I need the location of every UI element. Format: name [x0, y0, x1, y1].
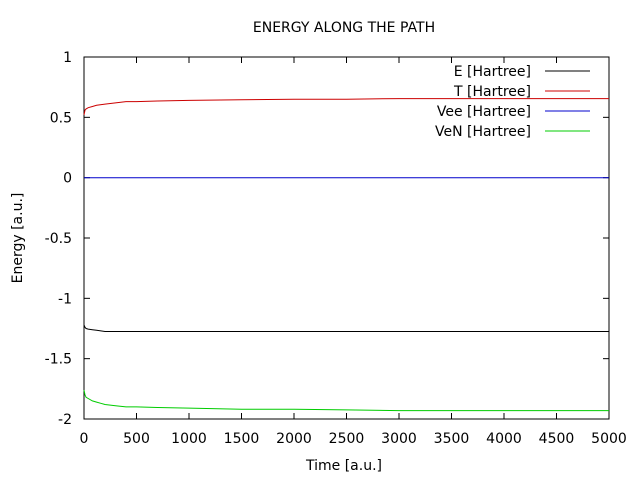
y-tick-label: -0.5 — [45, 231, 72, 247]
y-tick-label: 1 — [63, 50, 72, 66]
y-tick-label: -1.5 — [45, 352, 72, 368]
y-tick-label: -1 — [58, 291, 72, 307]
series-line-e — [83, 324, 609, 332]
x-tick-label: 3500 — [434, 431, 470, 447]
y-axis-label: Energy [a.u.] — [10, 193, 26, 284]
x-tick-label: 1500 — [224, 431, 260, 447]
legend-label-ven: VeN [Hartree] — [435, 124, 531, 140]
x-tick-label: 0 — [80, 431, 89, 447]
legend-label-e: E [Hartree] — [454, 64, 531, 80]
x-tick-label: 5000 — [591, 431, 627, 447]
legend-label-vee: Vee [Hartree] — [437, 104, 531, 120]
chart-title: ENERGY ALONG THE PATH — [253, 20, 435, 36]
x-axis-label: Time [a.u.] — [305, 458, 382, 474]
x-tick-label: 4500 — [539, 431, 575, 447]
x-tick-label: 2000 — [276, 431, 312, 447]
x-tick-label: 4000 — [486, 431, 522, 447]
y-tick-label: 0.5 — [50, 110, 72, 126]
series-line-t — [83, 98, 609, 116]
legend-label-t: T [Hartree] — [453, 84, 531, 100]
y-tick-label: 0 — [63, 171, 72, 187]
series-layer — [83, 98, 609, 412]
x-tick-label: 2500 — [329, 431, 365, 447]
x-tick-label: 1000 — [171, 431, 207, 447]
x-tick-label: 3000 — [381, 431, 417, 447]
axis-ticks: 0 500 1000 1500 2000 2500 3000 3500 4000 4500 5000… — [45, 50, 627, 447]
series-line-ven — [83, 389, 609, 412]
x-tick-label: 500 — [123, 431, 150, 447]
y-tick-label: -2 — [58, 412, 72, 428]
legend: E [Hartree] T [Hartree] Vee [Hartree] VeN [… — [435, 64, 590, 140]
